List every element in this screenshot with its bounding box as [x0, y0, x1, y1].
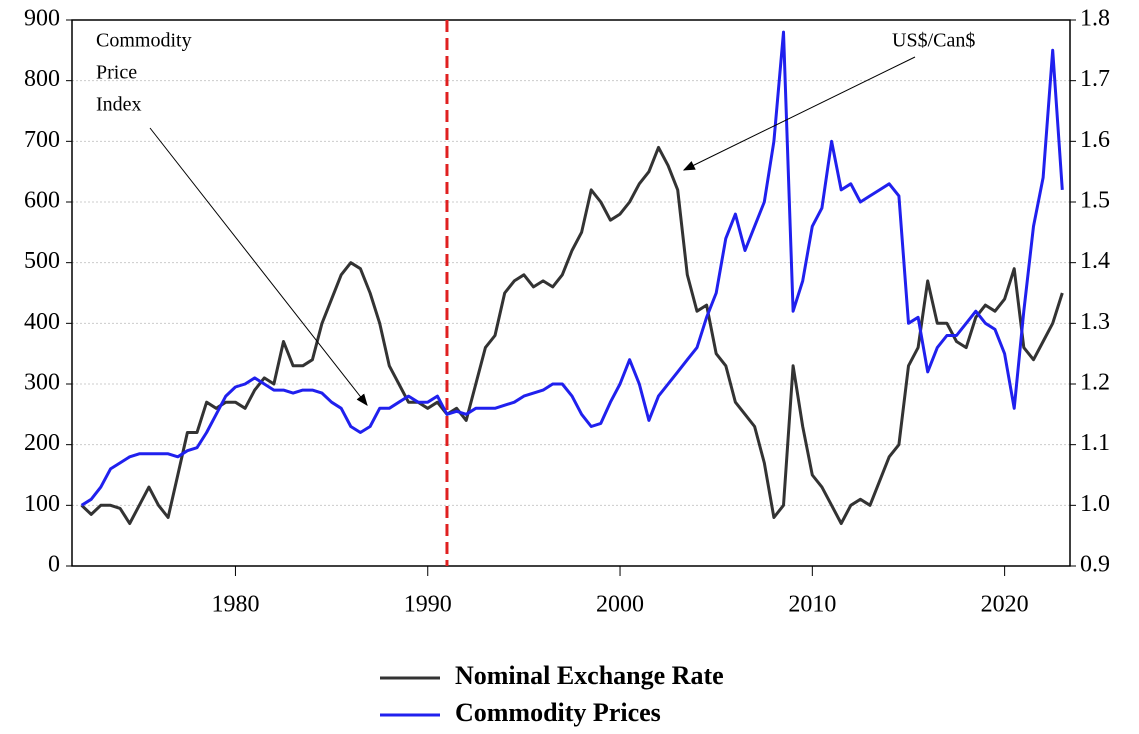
annotation-arrow: [682, 56, 916, 171]
x-tick-label: 2020: [981, 592, 1029, 618]
y-tick-label: 400: [24, 309, 60, 335]
y-tick-label: 600: [24, 188, 60, 214]
annotation: Price: [96, 62, 137, 84]
y-tick-label: 700: [24, 127, 60, 153]
y2-tick-label: 1.0: [1080, 491, 1110, 517]
y-tick-label: 900: [24, 6, 60, 32]
y2-tick-label: 1.4: [1080, 248, 1110, 274]
y-tick-label: 0: [48, 552, 60, 578]
y2-tick-label: 1.3: [1080, 309, 1110, 335]
annotation: Commodity: [96, 30, 192, 52]
annotation-arrow: [149, 127, 368, 406]
series-line: [80, 30, 1064, 507]
x-tick-label: 1990: [404, 592, 452, 618]
annotation: Index: [96, 94, 142, 116]
annotation: US$/Can$: [892, 30, 975, 52]
legend-label: Commodity Prices: [455, 698, 661, 727]
y-tick-label: 300: [24, 370, 60, 396]
y2-tick-label: 1.2: [1080, 370, 1110, 396]
x-tick-label: 2000: [596, 592, 644, 618]
y-tick-label: 100: [24, 491, 60, 517]
y2-tick-label: 1.7: [1080, 66, 1110, 92]
y-tick-label: 800: [24, 66, 60, 92]
y-tick-label: 500: [24, 248, 60, 274]
y2-tick-label: 1.8: [1080, 6, 1110, 32]
legend-label: Nominal Exchange Rate: [455, 661, 724, 690]
y2-tick-label: 1.6: [1080, 127, 1110, 153]
y2-tick-label: 1.5: [1080, 188, 1110, 214]
x-tick-label: 2010: [788, 592, 836, 618]
series-line: [80, 145, 1064, 525]
plot-frame: [71, 19, 1071, 567]
y-tick-label: 200: [24, 430, 60, 456]
y2-tick-label: 1.1: [1080, 430, 1110, 456]
y2-tick-label: 0.9: [1080, 552, 1110, 578]
x-tick-label: 1980: [211, 592, 259, 618]
